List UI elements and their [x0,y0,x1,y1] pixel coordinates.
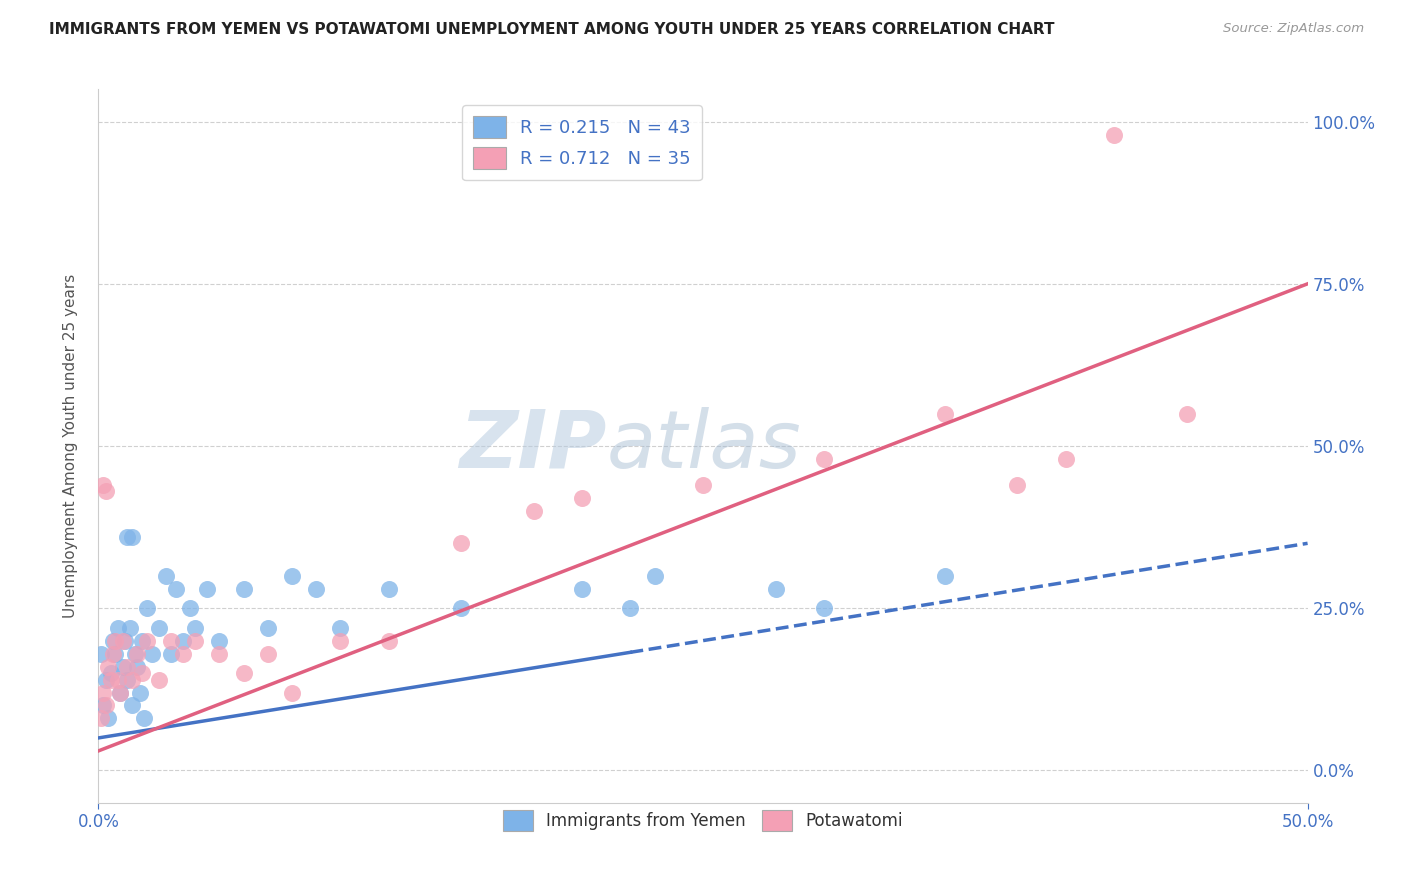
Point [208,647,231,661]
Point [208,633,231,648]
Point [179,601,201,615]
Point [644,568,666,582]
Point [117,530,139,544]
Point [619,601,641,615]
Point [91,698,114,713]
Point [155,568,177,582]
Point [256,621,278,635]
Point [131,633,153,648]
Point [281,568,304,582]
Point [104,647,127,661]
Point [104,633,127,648]
Point [135,633,157,648]
Point [107,673,129,687]
Point [91,685,114,699]
Text: ZIP: ZIP [458,407,606,485]
Point [450,601,472,615]
Point [377,582,399,596]
Point [765,582,787,596]
Point [131,666,153,681]
Point [117,673,139,687]
Point [1175,407,1198,421]
Point [94,673,117,687]
Point [148,673,170,687]
Point [523,504,546,518]
Point [281,685,304,699]
Point [813,452,835,467]
Point [118,621,141,635]
Point [141,647,163,661]
Point [127,647,149,661]
Point [450,536,472,550]
Point [329,621,352,635]
Point [934,407,956,421]
Point [91,478,114,492]
Point [100,673,122,687]
Point [165,582,187,596]
Point [97,711,120,725]
Point [94,698,117,713]
Text: Source: ZipAtlas.com: Source: ZipAtlas.com [1223,22,1364,36]
Point [184,621,207,635]
Point [692,478,714,492]
Legend: Immigrants from Yemen, Potawatomi: Immigrants from Yemen, Potawatomi [496,804,910,838]
Point [232,666,254,681]
Point [148,621,170,635]
Point [108,685,131,699]
Point [101,647,124,661]
Point [329,633,352,648]
Point [934,568,956,582]
Point [184,633,207,648]
Point [256,647,278,661]
Point [377,633,399,648]
Point [90,647,112,661]
Point [114,633,136,648]
Point [134,711,156,725]
Point [111,659,134,673]
Point [100,666,122,681]
Point [117,659,139,673]
Point [305,582,328,596]
Point [128,685,150,699]
Point [124,647,146,661]
Point [107,621,129,635]
Point [160,633,183,648]
Point [1007,478,1029,492]
Point [121,698,143,713]
Point [94,484,117,499]
Point [571,491,593,505]
Point [127,659,149,673]
Point [232,582,254,596]
Y-axis label: Unemployment Among Youth under 25 years: Unemployment Among Youth under 25 years [63,274,77,618]
Text: IMMIGRANTS FROM YEMEN VS POTAWATOMI UNEMPLOYMENT AMONG YOUTH UNDER 25 YEARS CORR: IMMIGRANTS FROM YEMEN VS POTAWATOMI UNEM… [49,22,1054,37]
Point [571,582,593,596]
Point [97,659,120,673]
Point [101,633,124,648]
Point [172,633,194,648]
Point [111,633,134,648]
Text: atlas: atlas [606,407,801,485]
Point [90,711,112,725]
Point [108,685,131,699]
Point [160,647,183,661]
Point [813,601,835,615]
Point [172,647,194,661]
Point [121,530,143,544]
Point [121,673,143,687]
Point [195,582,218,596]
Point [135,601,157,615]
Point [1102,128,1125,142]
Point [1054,452,1077,467]
